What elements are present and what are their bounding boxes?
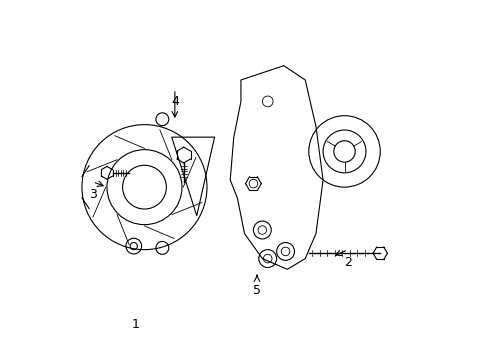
Text: 5: 5 bbox=[252, 284, 261, 297]
Text: 2: 2 bbox=[344, 256, 351, 269]
Text: 3: 3 bbox=[88, 188, 97, 201]
Text: 4: 4 bbox=[170, 95, 179, 108]
Text: 1: 1 bbox=[131, 318, 139, 331]
